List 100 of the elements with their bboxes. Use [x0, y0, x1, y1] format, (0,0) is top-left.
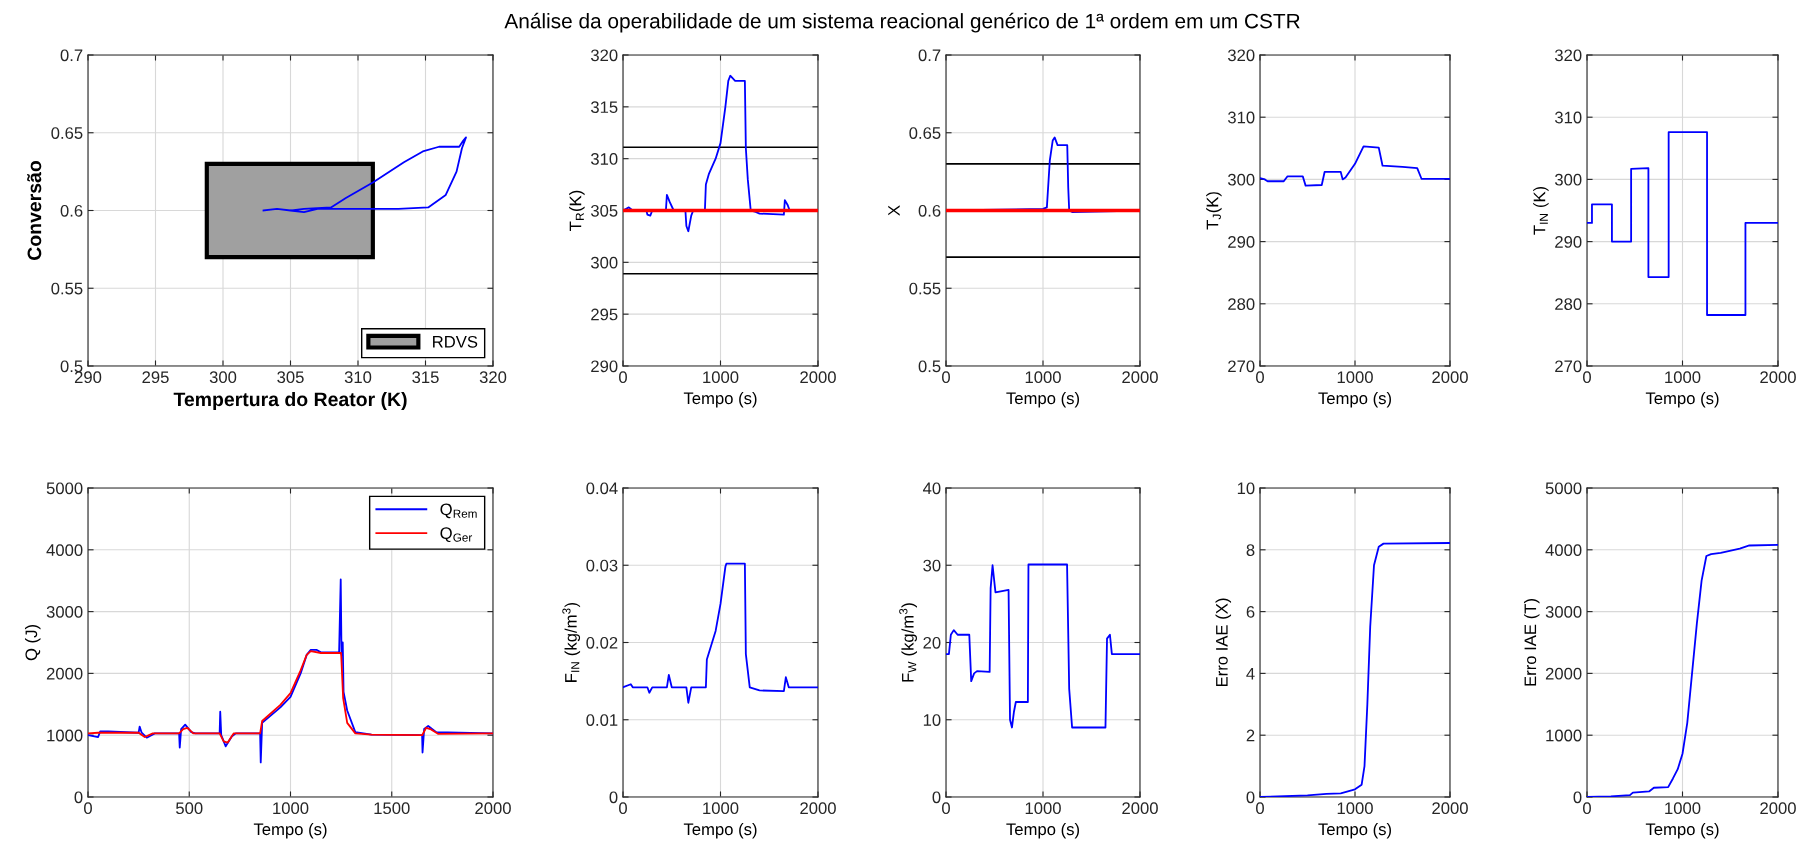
y-tick-label: 0.7	[60, 49, 83, 62]
x-axis-title: Tempo (s)	[1645, 822, 1719, 839]
y-tick-label: 8	[1246, 544, 1255, 556]
y-tick-label: 0.5	[918, 360, 941, 373]
x-tick-label: 0	[84, 802, 92, 815]
x-tick-label: 2000	[475, 802, 511, 815]
y-axis-title: F$_{W}$ (kg/m$^{3}$)	[899, 603, 917, 682]
x-tick-label: 2000	[1122, 802, 1158, 815]
line-series	[1587, 131, 1778, 316]
x-tick-label: 2000	[1760, 371, 1796, 384]
x-tick-label: 0	[1256, 371, 1264, 384]
x-tick-label: 0	[942, 371, 950, 384]
y-tick-label: 320	[1554, 49, 1582, 62]
y-tick-label: 0.6	[60, 204, 83, 217]
y-tick-label: 4000	[46, 544, 83, 556]
x-tick-label: 1000	[1025, 802, 1061, 815]
x-tick-label: 2000	[800, 371, 836, 384]
y-tick-label: 1000	[1546, 729, 1582, 742]
x-tick-label: 0	[619, 802, 627, 815]
y-tick-label: 0.5	[60, 360, 83, 373]
y-tick-label: 5000	[46, 482, 83, 495]
y-tick-label: 290	[591, 360, 618, 373]
y-tick-label: 3000	[1545, 606, 1582, 618]
text: Análise da operabilidade de um sistema reacional genérico de 1ª ordem em um CSTR	[504, 12, 1300, 33]
x-tick-label: 1000	[1337, 802, 1373, 815]
y-tick-label: 270	[1555, 360, 1582, 373]
y-tick-label: 2000	[46, 667, 83, 680]
line-series	[1260, 145, 1450, 187]
x-tick-label: 2000	[1432, 371, 1468, 384]
y-tick-label: 1000	[47, 729, 83, 742]
y-tick-label: 0.04	[586, 482, 618, 495]
y-tick-label: 320	[590, 49, 618, 62]
y-tick-label: 3000	[46, 606, 83, 618]
x-tick-label: 320	[479, 371, 507, 384]
y-tick-label: 305	[590, 204, 618, 217]
y-tick-label: 0.55	[51, 282, 83, 295]
x-tick-label: 1000	[703, 802, 739, 815]
y-tick-label: 10	[1237, 482, 1255, 495]
x-tick-label: 500	[176, 802, 203, 815]
y-tick-label: 5000	[1545, 482, 1582, 495]
y-tick-label: 6	[1246, 606, 1255, 618]
y-tick-label: 290	[1228, 236, 1255, 248]
y-tick-label: 270	[1228, 360, 1255, 373]
x-tick-label: 1000	[703, 371, 739, 384]
legend-label: Q$_{Rem}$	[440, 503, 477, 519]
x-axis-title: Tempo (s)	[1006, 822, 1080, 839]
y-axis-title: Q (J)	[24, 625, 41, 661]
y-tick-label: 0	[609, 791, 618, 804]
y-tick-label: 295	[591, 308, 618, 321]
y-tick-label: 0.6	[918, 204, 941, 217]
y-tick-label: 30	[923, 559, 941, 572]
y-tick-label: 2000	[1545, 667, 1582, 680]
x-tick-label: 290	[74, 371, 102, 384]
x-tick-label: 310	[344, 371, 372, 384]
line-series	[262, 136, 467, 213]
y-tick-label: 310	[1227, 111, 1255, 124]
y-tick-label: 0	[932, 791, 941, 804]
y-tick-label: 10	[923, 714, 941, 726]
x-tick-label: 305	[277, 371, 304, 384]
legend-label: Q$_{Ger}$	[440, 527, 473, 543]
x-tick-label: 295	[142, 371, 169, 384]
line-series	[623, 562, 818, 704]
x-axis-title: Tempo (s)	[683, 391, 757, 408]
x-tick-label: 1000	[1665, 802, 1701, 815]
x-tick-label: 0	[942, 802, 950, 815]
y-tick-label: 0	[1573, 791, 1582, 804]
x-axis-title: Tempo (s)	[1318, 822, 1392, 839]
x-tick-label: 0	[1583, 371, 1591, 384]
y-tick-label: 0.55	[909, 282, 941, 295]
y-axis-title: Erro IAE (X)	[1215, 598, 1232, 687]
x-tick-label: 300	[209, 371, 237, 384]
x-tick-label: 0	[619, 371, 627, 384]
y-axis-title: T$_{R}$(K)	[569, 190, 585, 231]
x-tick-label: 1000	[1025, 371, 1061, 384]
y-tick-label: 0.7	[918, 49, 941, 62]
x-axis-title: Tempo (s)	[253, 822, 327, 839]
y-tick-label: 40	[922, 482, 941, 495]
x-axis-title: Tempo (s)	[1006, 391, 1080, 408]
y-tick-label: 315	[590, 101, 618, 114]
y-axis-title: Conversão	[27, 161, 42, 260]
y-tick-label: 4	[1246, 667, 1255, 680]
legend-label: RDVS	[433, 335, 478, 348]
y-axis-title: T$_{IN}$ (K)	[1533, 186, 1549, 235]
y-tick-label: 0	[1246, 791, 1255, 804]
y-tick-label: 320	[1227, 49, 1255, 62]
y-tick-label: 0.02	[586, 636, 618, 649]
x-axis-title: Tempertura do Reator (K)	[173, 391, 407, 411]
line-series	[88, 650, 493, 744]
y-tick-label: 280	[1555, 298, 1582, 310]
y-tick-label: 300	[590, 256, 618, 269]
x-axis-title: Tempo (s)	[683, 822, 757, 839]
x-tick-label: 2000	[800, 802, 836, 815]
x-axis-title: Tempo (s)	[1318, 391, 1392, 408]
x-tick-label: 0	[1583, 802, 1591, 815]
y-tick-label: 280	[1228, 298, 1255, 310]
x-tick-label: 2000	[1122, 371, 1158, 384]
y-tick-label: 310	[1554, 111, 1582, 124]
y-tick-label: 290	[1555, 236, 1582, 248]
x-tick-label: 1000	[1337, 371, 1373, 384]
x-tick-label: 1500	[374, 802, 410, 815]
